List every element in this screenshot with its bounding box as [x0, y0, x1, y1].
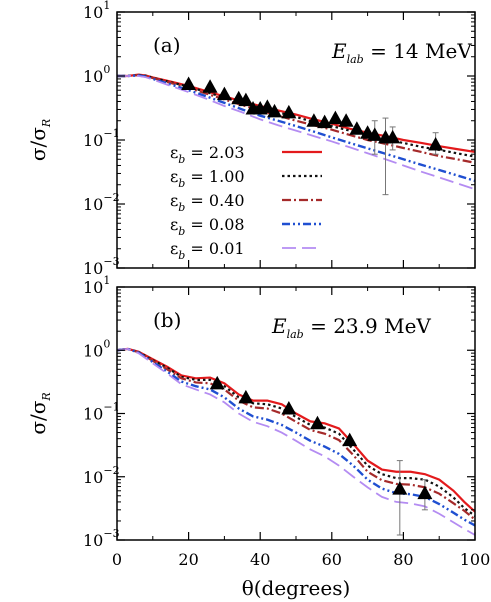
series-line-1: [116, 347, 476, 513]
data-point: [349, 121, 365, 135]
energy-label: Elab = 14 MeV: [331, 39, 472, 66]
data-point: [309, 415, 325, 430]
data-point: [385, 129, 401, 144]
data-point: [342, 432, 358, 447]
x-tick-label: 80: [393, 550, 413, 569]
data-point: [216, 86, 232, 101]
y-tick-label: 10−2: [83, 191, 120, 214]
legend-label: εb = 2.03: [170, 143, 245, 166]
data-point: [417, 485, 433, 500]
data-point: [367, 127, 383, 141]
data-point: [181, 76, 197, 90]
data-point: [202, 79, 218, 93]
y-tick-label: 101: [83, 0, 110, 22]
data-point: [238, 389, 254, 404]
y-axis-title: σ/σR: [26, 392, 53, 434]
series-line-5: [117, 75, 476, 191]
energy-label: Elab = 23.9 MeV: [271, 314, 431, 341]
panel-b: 101 100 10−1 10−2 10−3 (b) Elab = 23.9 MeV σ/σR: [26, 274, 476, 550]
y-tick-label: 10−3: [83, 527, 120, 550]
series-line-3: [116, 347, 476, 521]
data-point: [259, 99, 275, 113]
data-point: [317, 114, 333, 129]
x-tick-label: 40: [250, 550, 270, 569]
legend-label: εb = 0.40: [170, 191, 245, 214]
panel-label: (a): [153, 33, 181, 57]
x-axis-title: θ(degrees): [242, 576, 351, 600]
x-tick-label: 60: [322, 550, 342, 569]
y-tick-label: 100: [83, 337, 110, 360]
x-tick-label: 0: [112, 550, 122, 569]
series-line-1: [117, 73, 476, 154]
data-point: [238, 92, 254, 107]
y-tick-label: 10−1: [83, 401, 120, 424]
data-point: [392, 481, 408, 495]
series-line-5: [116, 347, 476, 536]
y-tick-label: 101: [83, 274, 110, 297]
data-point: [281, 104, 297, 119]
x-tick-label: 20: [178, 550, 198, 569]
x-tick-label: 100: [460, 550, 491, 569]
data-point: [306, 113, 322, 127]
series-line-4: [117, 74, 476, 182]
legend-label: εb = 1.00: [170, 167, 245, 190]
data-point: [267, 103, 283, 118]
y-tick-label: 10−2: [83, 464, 120, 487]
data-point: [327, 110, 343, 125]
series-line-3: [117, 74, 476, 164]
y-axis-title: σ/σR: [26, 119, 53, 161]
legend-label: εb = 0.01: [170, 239, 245, 262]
data-point: [428, 137, 444, 151]
data-point: [281, 400, 297, 415]
legend-label: εb = 0.08: [170, 215, 245, 238]
data-point: [209, 375, 225, 390]
panel-label: (b): [153, 308, 181, 332]
panel-a: 101 100 10−1 10−2 10−3 (a) Elab = 14 MeV σ/σR: [26, 0, 476, 278]
y-tick-label: 100: [83, 63, 110, 86]
data-point: [338, 113, 354, 127]
y-tick-label: 10−1: [83, 127, 120, 150]
y-tick-label: 10−3: [83, 255, 120, 278]
